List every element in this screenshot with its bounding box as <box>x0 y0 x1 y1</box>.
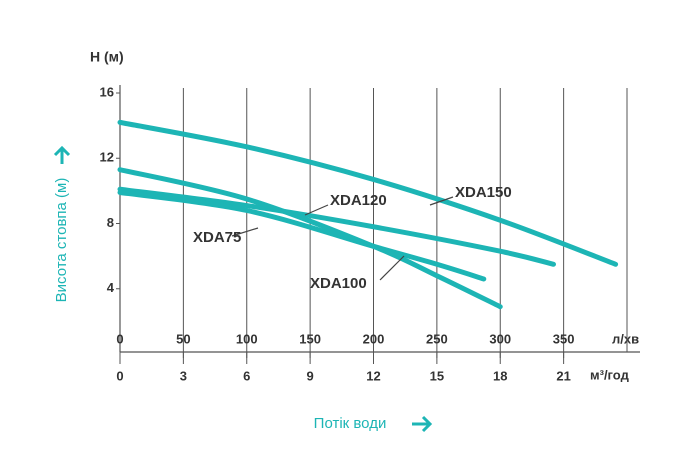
x-tick-label: 50 <box>176 331 190 346</box>
x2-tick-label: 18 <box>493 368 507 383</box>
x-tick-label: 150 <box>299 331 321 346</box>
leader-line <box>231 227 259 237</box>
x2-tick-label: 9 <box>307 368 314 383</box>
y-axis-label: H (м) <box>90 49 124 65</box>
y-tick-label: 4 <box>107 280 115 295</box>
leader-line <box>379 255 405 281</box>
x-axis-label: Потік води <box>314 415 387 432</box>
x2-tick-label: 3 <box>180 368 187 383</box>
y-tick-label: 8 <box>107 215 114 230</box>
leader-line <box>429 196 454 206</box>
y-tick-label: 12 <box>100 150 114 165</box>
x-arrow <box>412 415 433 433</box>
y-tick-label: 16 <box>100 84 114 99</box>
x2-tick-label: 12 <box>366 368 380 383</box>
x-tick-label: 350 <box>553 331 575 346</box>
curve-label: XDA120 <box>330 192 387 209</box>
x2-tick-label: 0 <box>116 368 123 383</box>
x-tick-label: 300 <box>489 331 511 346</box>
x-unit: л/хв <box>612 331 639 346</box>
x-tick-label: 200 <box>363 331 385 346</box>
curve-label: XDA150 <box>455 184 512 201</box>
x2-unit: м³/год <box>590 367 630 382</box>
x-tick-label: 100 <box>236 331 258 346</box>
curve <box>117 167 503 310</box>
curve <box>117 186 556 267</box>
leader-line <box>304 204 329 216</box>
curve <box>117 119 619 267</box>
x2-tick-label: 15 <box>430 368 444 383</box>
x2-tick-label: 6 <box>243 368 250 383</box>
curve-label: XDA75 <box>193 229 241 246</box>
x-tick-label: 0 <box>116 331 123 346</box>
y-side-label: Висота стовпа (м) <box>53 178 70 303</box>
curve-label: XDA100 <box>310 275 367 292</box>
x2-tick-label: 21 <box>556 368 570 383</box>
x-tick-label: 250 <box>426 331 448 346</box>
y-arrow <box>53 145 71 164</box>
